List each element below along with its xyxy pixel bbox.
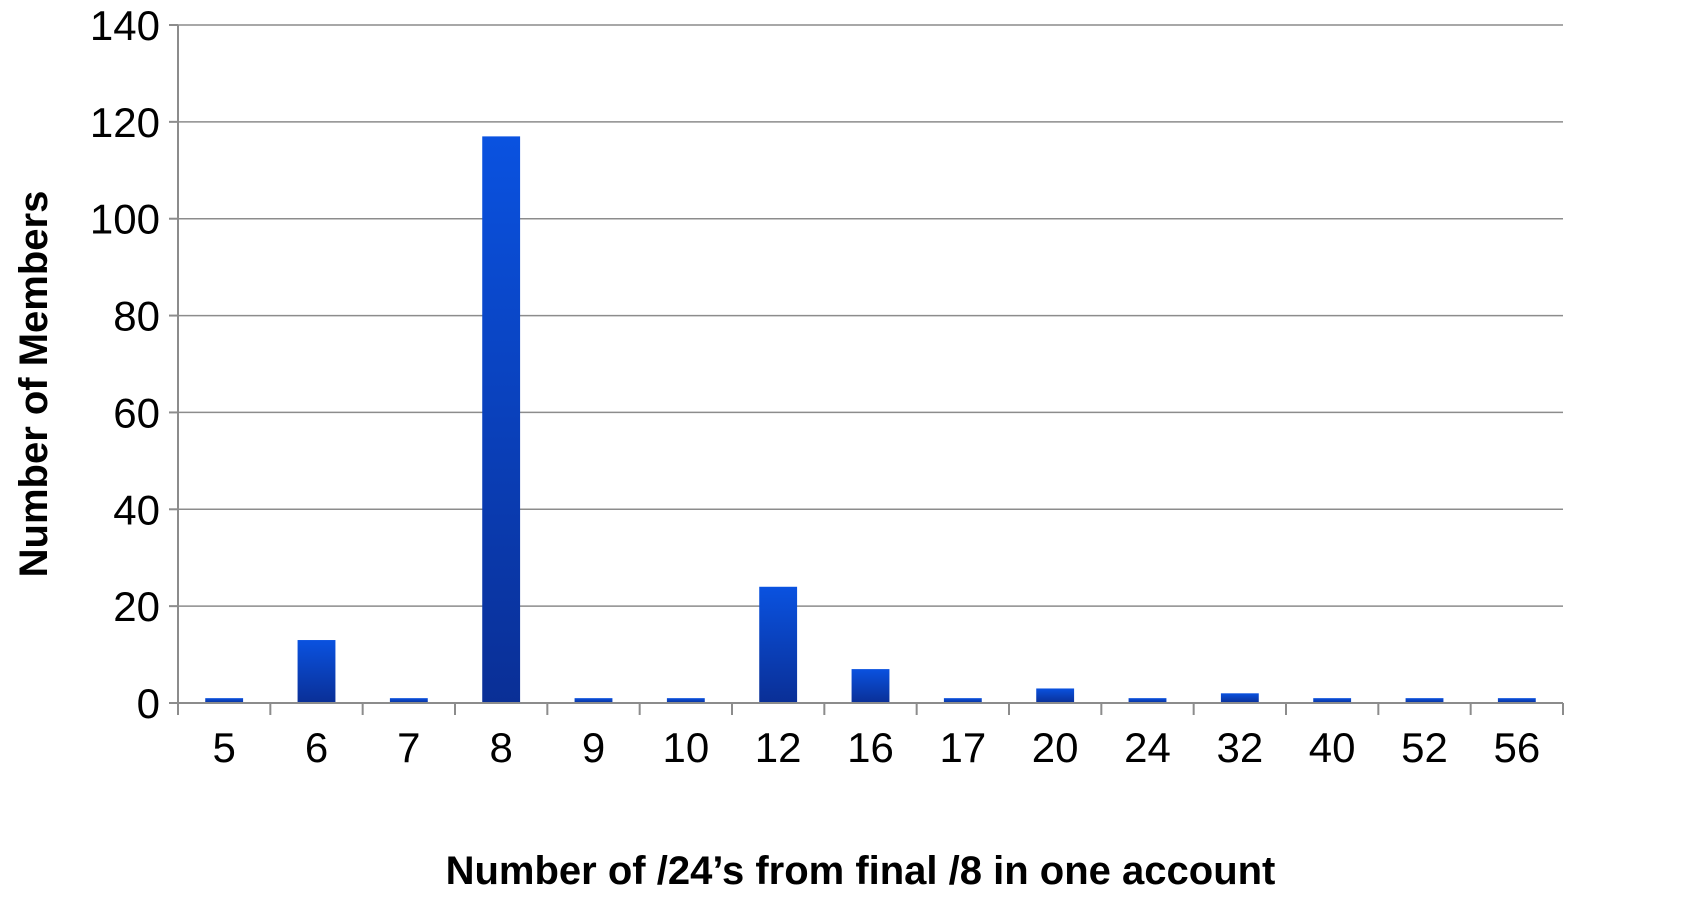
bar-16 xyxy=(851,669,890,703)
y-tick-label-100: 100 xyxy=(90,196,160,243)
x-tick-label-32: 32 xyxy=(1216,724,1263,771)
bar-52 xyxy=(1405,698,1444,703)
bar-12 xyxy=(759,586,798,703)
x-tick-label-5: 5 xyxy=(212,724,235,771)
bar-56 xyxy=(1497,698,1536,703)
bar-40 xyxy=(1313,698,1352,703)
y-tick-label-40: 40 xyxy=(113,486,160,533)
gridlines xyxy=(178,24,1563,607)
x-tick-label-8: 8 xyxy=(489,724,512,771)
x-tick-label-7: 7 xyxy=(397,724,420,771)
x-tick-label-10: 10 xyxy=(662,724,709,771)
bar-6 xyxy=(297,640,336,703)
x-tick-label-6: 6 xyxy=(305,724,328,771)
x-tick-label-52: 52 xyxy=(1401,724,1448,771)
bar-10 xyxy=(666,698,705,703)
bar-7 xyxy=(389,698,428,703)
x-tick-label-17: 17 xyxy=(939,724,986,771)
x-tick-label-12: 12 xyxy=(755,724,802,771)
bar-24 xyxy=(1128,698,1167,703)
bar-32 xyxy=(1220,693,1259,703)
x-tick-label-20: 20 xyxy=(1032,724,1079,771)
axes xyxy=(169,24,1564,715)
bar-5 xyxy=(205,698,244,703)
x-tick-label-24: 24 xyxy=(1124,724,1171,771)
y-tick-label-80: 80 xyxy=(113,293,160,340)
y-tick-label-0: 0 xyxy=(137,680,160,727)
y-axis-title: Number of Members xyxy=(12,191,56,578)
x-tick-label-9: 9 xyxy=(582,724,605,771)
x-axis-title: Number of /24’s from final /8 in one acc… xyxy=(446,849,1276,893)
y-tick-label-20: 20 xyxy=(113,583,160,630)
bar-17 xyxy=(943,698,982,703)
x-tick-label-16: 16 xyxy=(847,724,894,771)
y-tick-label-120: 120 xyxy=(90,99,160,146)
bar-8 xyxy=(482,136,521,703)
bar-20 xyxy=(1036,688,1075,703)
y-tick-label-60: 60 xyxy=(113,389,160,436)
x-tick-label-40: 40 xyxy=(1309,724,1356,771)
bar-9 xyxy=(574,698,613,703)
y-tick-label-140: 140 xyxy=(90,2,160,49)
x-tick-label-56: 56 xyxy=(1493,724,1540,771)
bars xyxy=(205,136,1536,703)
